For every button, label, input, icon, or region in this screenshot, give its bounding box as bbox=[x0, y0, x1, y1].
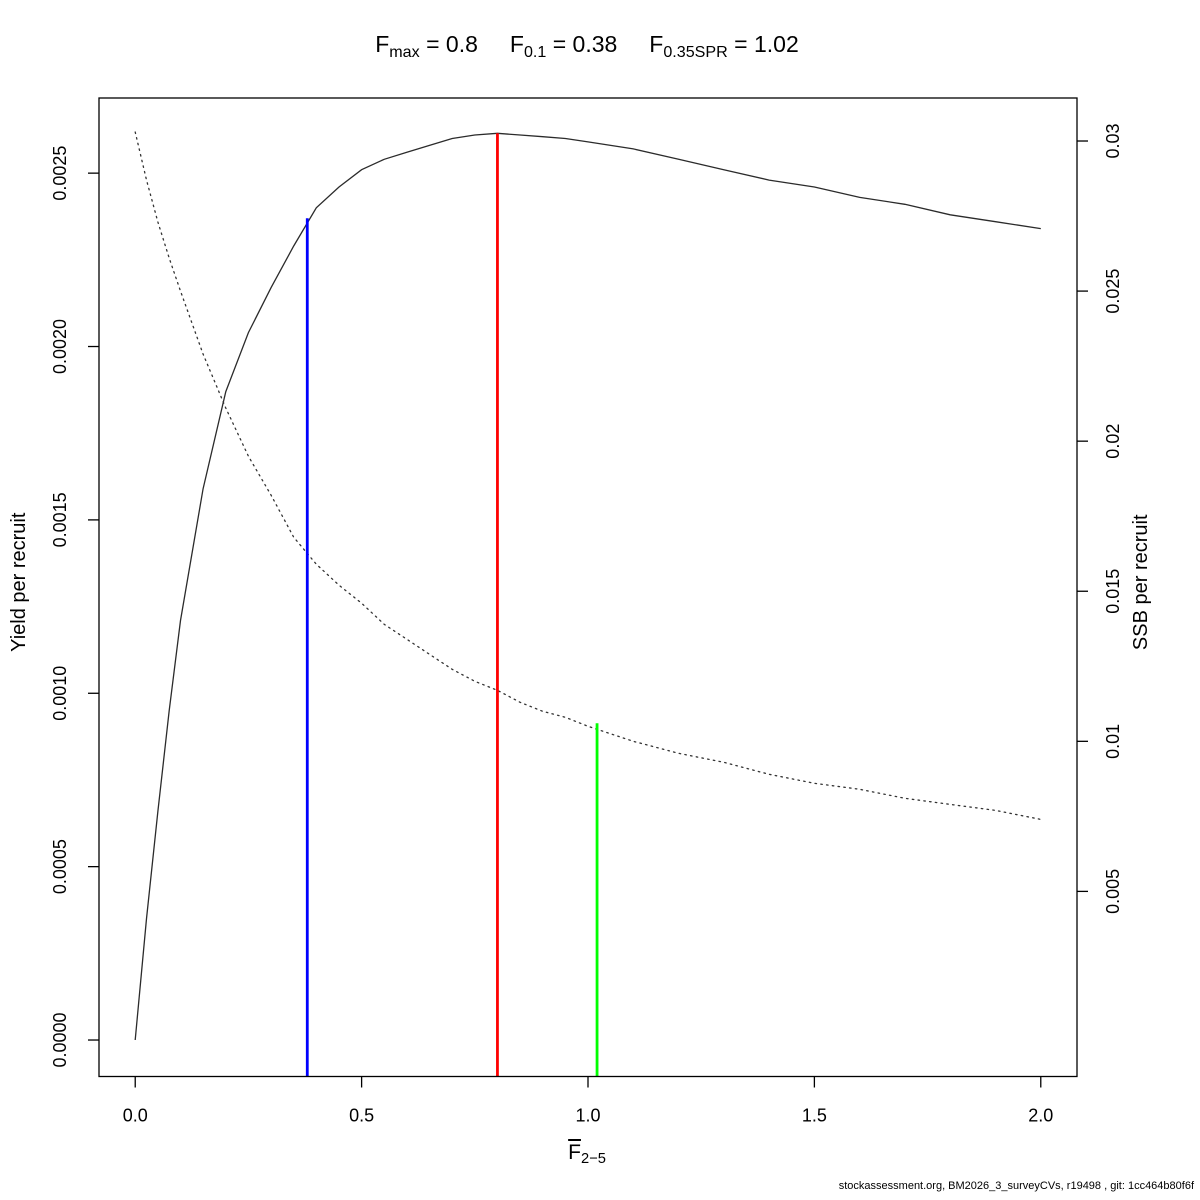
y-left-tick-label: 0.0000 bbox=[50, 1012, 70, 1067]
y-right-tick-label: 0.02 bbox=[1103, 424, 1123, 459]
f01-annotation: F0.1 = 0.38 bbox=[509, 31, 618, 61]
y-right-axis-title: SSB per recruit bbox=[1130, 514, 1152, 650]
x-tick-label: 0.0 bbox=[123, 1106, 148, 1126]
ssb-curve bbox=[134, 131, 1042, 821]
y-left-tick-label: 0.0005 bbox=[50, 839, 70, 894]
y-right-tick-label: 0.025 bbox=[1103, 269, 1123, 314]
x-tick-label: 2.0 bbox=[1028, 1106, 1053, 1126]
x-tick-label: 1.0 bbox=[575, 1106, 600, 1126]
fmax-annotation: Fmax = 0.8 bbox=[375, 31, 478, 61]
y-left-axis-title: Yield per recruit bbox=[8, 512, 30, 652]
x-tick-label: 0.5 bbox=[349, 1106, 374, 1126]
plot-box bbox=[98, 97, 1078, 1078]
x-tick-label: 1.5 bbox=[802, 1106, 827, 1126]
y-left-tick-label: 0.0025 bbox=[50, 146, 70, 201]
f035spr-annotation: F0.35SPR = 1.02 bbox=[649, 31, 799, 61]
y-right-tick-label: 0.01 bbox=[1103, 724, 1123, 759]
plot-title: Fmax = 0.8 F0.1 = 0.38 F0.35SPR = 1.02 bbox=[99, 31, 1075, 61]
y-left-tick-label: 0.0015 bbox=[50, 492, 70, 547]
y-left-tick-label: 0.0020 bbox=[50, 319, 70, 374]
y-right-tick-label: 0.015 bbox=[1103, 569, 1123, 614]
y-right-tick-label: 0.03 bbox=[1103, 123, 1123, 158]
y-left-tick-label: 0.0010 bbox=[50, 666, 70, 721]
x-axis-title: F2−5 bbox=[568, 1141, 606, 1168]
yield-curve bbox=[134, 132, 1041, 1041]
footer-attribution: stockassessment.org, BM2026_3_surveyCVs,… bbox=[838, 1180, 1194, 1192]
y-right-tick-label: 0.005 bbox=[1103, 869, 1123, 914]
